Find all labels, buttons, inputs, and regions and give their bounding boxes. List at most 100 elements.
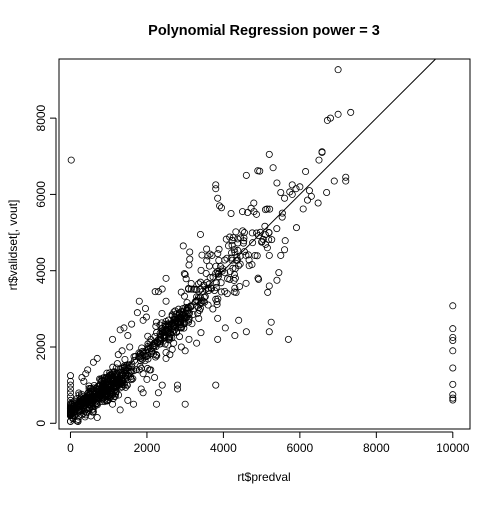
data-point (256, 228, 264, 236)
data-point (250, 199, 258, 207)
data-point (213, 300, 221, 308)
data-point (144, 351, 152, 359)
data-point (218, 267, 226, 275)
data-point (66, 393, 74, 401)
data-point (242, 171, 250, 179)
data-point (242, 328, 250, 336)
data-point (213, 267, 221, 275)
data-point (296, 183, 304, 191)
data-point (168, 345, 176, 353)
data-point (66, 410, 74, 418)
data-point (197, 266, 205, 274)
data-point (156, 329, 164, 337)
data-point (161, 340, 169, 348)
data-point (281, 237, 289, 245)
data-point (200, 298, 208, 306)
data-point (342, 177, 350, 185)
data-point (239, 227, 247, 235)
data-point (265, 282, 273, 290)
data-point (214, 335, 222, 343)
data-point (212, 381, 220, 389)
data-point (138, 344, 146, 352)
data-point (223, 254, 231, 262)
data-point (154, 288, 162, 296)
data-point (187, 285, 195, 293)
data-point (258, 237, 266, 245)
data-point (268, 236, 276, 244)
data-point (213, 298, 221, 306)
data-point (70, 399, 78, 407)
data-point (228, 241, 236, 249)
data-point (190, 285, 198, 293)
data-point (195, 280, 203, 288)
data-point (449, 337, 457, 345)
data-point (113, 378, 121, 386)
data-point (288, 181, 296, 189)
data-point (67, 156, 75, 164)
data-point (109, 376, 117, 384)
data-point (162, 297, 170, 305)
data-point (183, 299, 191, 307)
plot-frame (58, 58, 471, 430)
data-point (130, 400, 138, 408)
data-point (120, 324, 128, 332)
data-point (82, 370, 90, 378)
data-point (304, 196, 312, 204)
data-point (201, 293, 209, 301)
data-point (242, 251, 250, 259)
data-point (159, 327, 167, 335)
data-point (281, 246, 289, 254)
data-point (152, 400, 160, 408)
data-point (141, 305, 149, 313)
data-point (189, 310, 197, 318)
data-point (99, 374, 107, 382)
data-point (239, 208, 247, 216)
data-point (186, 248, 194, 256)
data-point (203, 257, 211, 265)
data-point (193, 339, 201, 347)
chart-title: Polynomial Regression power = 3 (148, 23, 380, 39)
x-axis-label: rt$predval (237, 470, 290, 484)
data-point (265, 328, 273, 336)
data-point (135, 366, 143, 374)
data-point (180, 320, 188, 328)
data-point (66, 389, 74, 397)
data-point (121, 355, 129, 363)
data-point (158, 309, 166, 317)
data-point (73, 417, 81, 425)
data-point (267, 318, 275, 326)
data-point (174, 385, 182, 393)
data-point (89, 358, 97, 366)
data-point (245, 256, 253, 264)
data-point (89, 384, 97, 392)
data-point (66, 377, 74, 385)
data-point (205, 286, 213, 294)
data-point (172, 321, 180, 329)
data-point (215, 256, 223, 264)
x-tick-label: 10000 (436, 441, 470, 455)
data-point (151, 288, 159, 296)
data-point (162, 348, 170, 356)
data-point (126, 368, 134, 376)
data-point (156, 321, 164, 329)
data-point (273, 276, 281, 284)
data-point (265, 236, 273, 244)
data-point (227, 209, 235, 217)
data-point (240, 229, 248, 237)
data-point (334, 66, 342, 74)
data-point (196, 285, 204, 293)
data-point (212, 283, 220, 291)
data-point (232, 228, 240, 236)
data-point (170, 308, 178, 316)
data-point (323, 189, 331, 197)
data-point (222, 235, 230, 243)
data-point (114, 351, 122, 359)
data-point (154, 389, 162, 397)
data-point (314, 199, 322, 207)
data-point (111, 382, 119, 390)
data-point (185, 261, 193, 269)
data-point (181, 400, 189, 408)
data-point (93, 414, 101, 422)
data-point (252, 210, 260, 218)
